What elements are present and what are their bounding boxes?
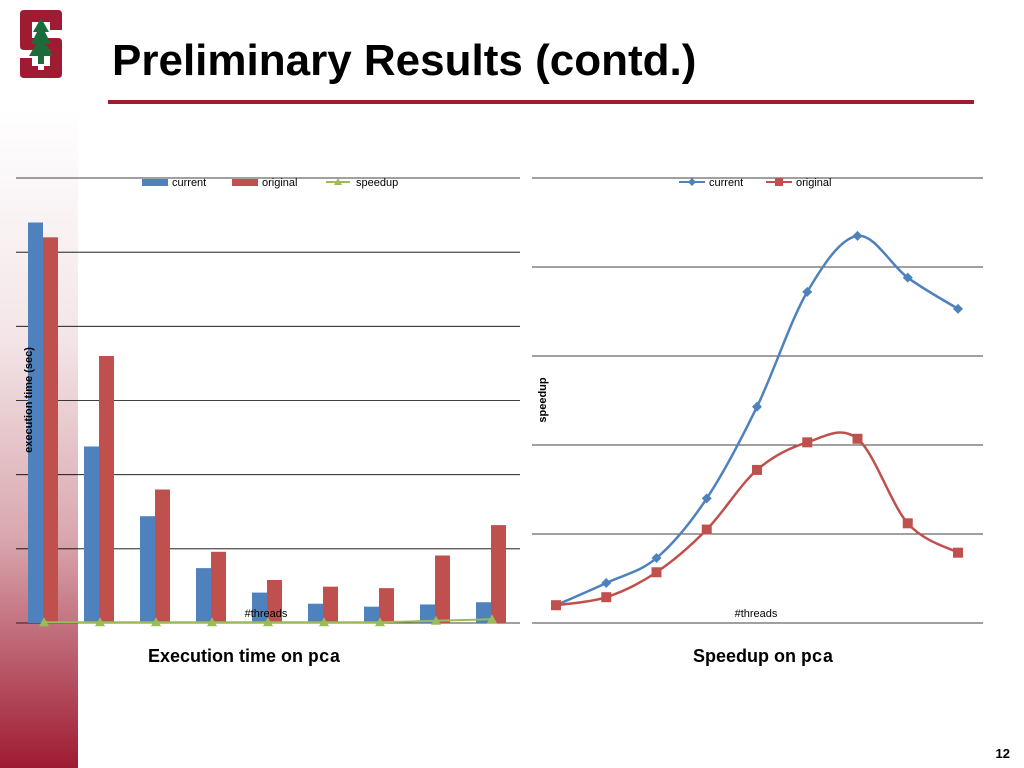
- marker-speedup: [487, 614, 497, 624]
- legend-swatch-current: [142, 179, 168, 186]
- caption-speedup-code: pca: [801, 648, 834, 668]
- legend-label-current: current: [709, 177, 743, 189]
- marker-speedup: [319, 617, 329, 627]
- marker-original: [701, 524, 712, 535]
- caption-execution-time-text: Execution time on: [148, 646, 309, 666]
- marker-original: [953, 547, 963, 558]
- marker-speedup: [263, 617, 273, 627]
- caption-execution-time-code: pca: [308, 648, 341, 668]
- marker-speedup: [95, 617, 105, 627]
- marker-speedup: [375, 617, 385, 627]
- legend-label-original: original: [262, 177, 297, 189]
- bar-original: [323, 586, 338, 623]
- bar-current: [420, 604, 435, 623]
- legend-marker-current: [688, 178, 696, 186]
- legend-label-speedup: speedup: [356, 177, 398, 189]
- y-axis-label: speedup: [537, 377, 549, 423]
- y-axis-label: execution time (sec): [23, 347, 35, 453]
- x-axis-label: #threads: [735, 608, 778, 620]
- bar-current: [476, 602, 491, 623]
- series-line-current: [555, 234, 959, 607]
- legend-marker-speedup: [334, 178, 342, 185]
- bar-current: [252, 592, 267, 623]
- marker-speedup: [151, 617, 161, 627]
- bar-current: [84, 446, 99, 623]
- marker-current: [852, 230, 863, 241]
- bar-original: [435, 555, 450, 623]
- bar-original: [99, 356, 114, 623]
- marker-speedup: [431, 615, 441, 625]
- marker-original: [601, 592, 612, 603]
- marker-current: [802, 286, 813, 297]
- bar-current: [28, 222, 43, 623]
- bar-original: [211, 551, 226, 623]
- caption-speedup: Speedup on pca: [693, 646, 833, 668]
- legend-marker-original: [775, 178, 783, 186]
- x-axis-label: #threads: [245, 608, 288, 620]
- marker-original: [802, 437, 813, 448]
- stanford-logo: [20, 10, 62, 78]
- marker-original: [752, 464, 762, 475]
- caption-speedup-text: Speedup on: [693, 646, 801, 666]
- bar-original: [267, 579, 282, 623]
- bar-current: [308, 603, 323, 623]
- bar-current: [196, 568, 211, 623]
- legend-label-original: original: [796, 177, 831, 189]
- marker-original: [551, 600, 561, 611]
- marker-original: [852, 433, 863, 444]
- marker-original: [651, 567, 662, 578]
- bar-current: [140, 516, 155, 623]
- bar-original: [155, 489, 170, 623]
- marker-current: [902, 272, 913, 283]
- bar-original: [379, 588, 394, 623]
- bar-original: [43, 237, 58, 623]
- marker-speedup: [207, 617, 217, 627]
- bar-original: [491, 525, 506, 623]
- marker-current: [601, 577, 612, 588]
- bar-current: [364, 606, 379, 623]
- marker-current: [953, 303, 963, 314]
- page-number: 12: [995, 746, 1010, 761]
- legend-label-current: current: [172, 177, 206, 189]
- marker-current: [752, 401, 762, 412]
- marker-original: [902, 518, 913, 529]
- slide-title: Preliminary Results (contd.): [112, 36, 697, 85]
- execution-time-chart: current original speedup #threads execution …: [16, 177, 520, 627]
- marker-current: [701, 493, 712, 504]
- speedup-chart: current original #threads speedup: [532, 177, 983, 624]
- legend-swatch-original: [232, 179, 258, 186]
- title-underline: [108, 100, 974, 104]
- caption-execution-time: Execution time on pca: [148, 646, 340, 668]
- marker-speedup: [39, 617, 49, 627]
- marker-current: [651, 553, 662, 564]
